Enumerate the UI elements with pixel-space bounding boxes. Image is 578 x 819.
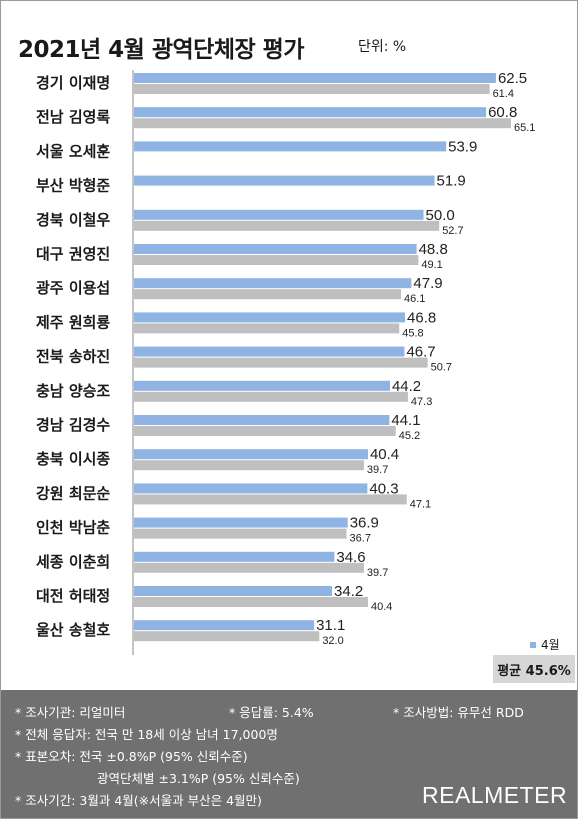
bar-apr	[134, 209, 424, 220]
category-label: 대구 권영진	[36, 245, 110, 263]
bar-apr	[134, 517, 348, 528]
data-label-apr: 60.8	[488, 104, 517, 121]
bar-apr	[134, 107, 487, 118]
footer-panel: * 조사기관: 리얼미터 * 응답률: 5.4% * 조사방법: 유무선 RDD…	[1, 690, 577, 818]
category-label: 경기 이재명	[36, 74, 110, 92]
bar-mar	[134, 255, 419, 265]
data-label-apr: 62.5	[498, 70, 527, 87]
data-label-apr: 46.8	[407, 309, 436, 326]
data-label-apr: 40.3	[369, 480, 398, 497]
bar-mar	[134, 460, 364, 471]
chart-title: 2021년 4월 광역단체장 평가	[18, 37, 304, 63]
data-label-mar: 46.1	[404, 293, 425, 305]
data-label-apr: 48.8	[419, 241, 448, 258]
data-label-apr: 34.6	[336, 549, 365, 566]
data-label-apr: 34.2	[334, 583, 363, 600]
bar-mar	[134, 118, 511, 129]
bar-apr	[134, 312, 406, 323]
bar-apr	[134, 620, 315, 631]
bar-mar	[134, 494, 407, 505]
bar-apr	[134, 380, 390, 391]
data-label-mar: 49.1	[421, 259, 442, 271]
bar-mar	[134, 220, 440, 231]
legend-label-apr: 4월	[541, 638, 560, 652]
bar-apr	[134, 415, 390, 425]
category-label: 광주 이용섭	[36, 279, 110, 297]
bar-apr	[134, 586, 333, 596]
bar-mar	[134, 357, 428, 368]
bar-mar	[134, 84, 490, 94]
footer-period: * 조사기간: 3월과 4월(※서울과 부산은 4월만)	[15, 793, 262, 808]
footer-response-rate: * 응답률: 5.4%	[229, 705, 314, 720]
bar-mar	[134, 528, 347, 539]
bar-mar	[134, 562, 364, 573]
data-label-mar: 47.1	[410, 498, 431, 510]
realmeter-logo: REALMETER	[422, 782, 568, 808]
data-label-apr: 51.9	[437, 173, 466, 190]
footer-method: * 조사방법: 유무선 RDD	[393, 705, 524, 720]
category-label: 울산 송철호	[36, 621, 110, 639]
category-label: 충남 양승조	[36, 382, 110, 400]
footer-sampling-error-regional: 광역단체별 ±3.1%P (95% 신뢰수준)	[97, 771, 300, 786]
data-label-mar: 36.7	[350, 533, 371, 545]
bar-mar	[134, 323, 400, 334]
bar-apr	[134, 141, 447, 152]
category-label: 충북 이시종	[36, 450, 110, 468]
legend-item-apr: 4월	[530, 636, 560, 653]
category-label: 경남 김경수	[36, 416, 110, 434]
data-label-apr: 40.4	[370, 446, 399, 463]
data-label-apr: 44.1	[391, 412, 420, 429]
data-label-mar: 61.4	[493, 88, 514, 100]
legend-swatch-apr	[530, 641, 536, 648]
data-label-mar: 65.1	[514, 122, 535, 134]
data-label-mar: 39.7	[367, 567, 388, 579]
footer-respondents: * 전체 응답자: 전국 만 18세 이상 남녀 17,000명	[15, 727, 278, 742]
data-label-apr: 47.9	[413, 275, 442, 292]
data-label-mar: 39.7	[367, 464, 388, 476]
category-label: 전북 송하진	[36, 348, 110, 366]
data-label-apr: 31.1	[316, 617, 345, 634]
bar-apr	[134, 346, 405, 357]
bar-mar	[134, 631, 320, 642]
data-label-mar: 45.2	[399, 430, 420, 442]
category-label: 강원 최문순	[36, 484, 110, 502]
data-label-apr: 46.7	[406, 344, 435, 361]
bar-apr	[134, 175, 435, 186]
bar-mar	[134, 391, 408, 402]
bar-mar	[134, 289, 401, 300]
category-label: 서울 오세훈	[36, 142, 110, 160]
category-label: 인천 박남춘	[36, 519, 110, 537]
bar-apr	[134, 551, 335, 562]
bar-apr	[134, 278, 412, 289]
category-label: 세종 이춘희	[36, 553, 110, 571]
bar-mar	[134, 426, 396, 436]
category-label: 대전 허태정	[36, 587, 110, 605]
data-label-mar: 50.7	[431, 362, 452, 374]
category-label: 전남 김영록	[36, 108, 110, 126]
unit-label: 단위: %	[358, 39, 407, 55]
data-label-mar: 47.3	[411, 396, 432, 408]
bar-mar	[134, 597, 368, 607]
average-badge: 평균 45.6%	[493, 655, 575, 683]
data-label-mar: 40.4	[371, 601, 392, 613]
data-label-mar: 52.7	[442, 225, 463, 237]
data-label-mar: 32.0	[322, 635, 343, 647]
data-label-apr: 36.9	[350, 515, 379, 532]
data-label-mar: 45.8	[402, 327, 423, 339]
bar-apr	[134, 244, 417, 254]
bar-apr	[134, 483, 368, 494]
data-label-apr: 44.2	[392, 378, 421, 395]
data-label-apr: 53.9	[448, 138, 477, 155]
category-label: 경북 이철우	[36, 211, 110, 229]
category-label: 제주 원희룡	[36, 313, 110, 331]
footer-agency: * 조사기관: 리얼미터	[15, 705, 126, 720]
bar-apr	[134, 449, 368, 460]
footer-sampling-error: * 표본오차: 전국 ±0.8%P (95% 신뢰수준)	[15, 749, 248, 764]
bar-chart: 경기 이재명 62.561.4 전남 김영록 60.865.1 서울 오세훈 53.9 부산…	[36, 70, 535, 655]
bar-apr	[134, 73, 496, 83]
category-label: 부산 박형준	[36, 177, 110, 195]
data-label-apr: 50.0	[426, 207, 455, 224]
